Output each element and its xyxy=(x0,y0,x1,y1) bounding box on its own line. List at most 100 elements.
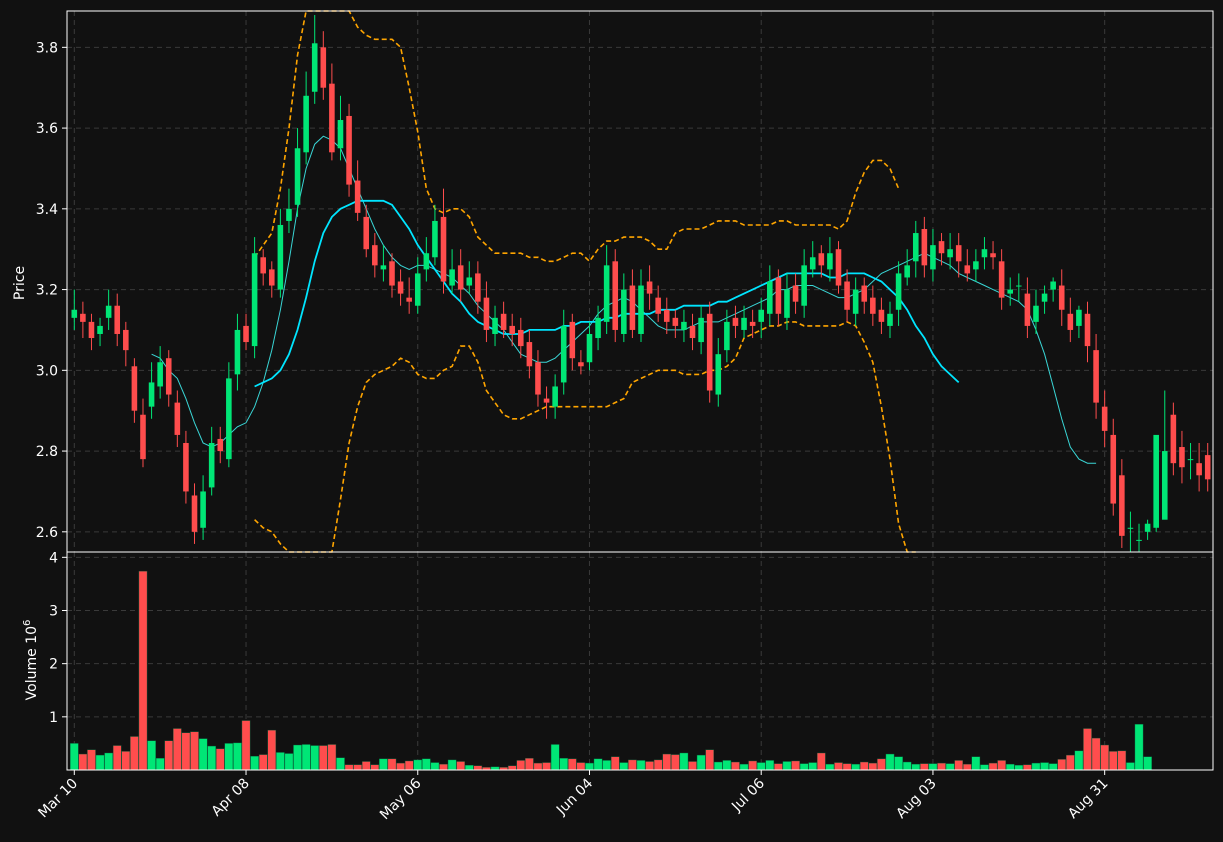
price-axis-title: Price xyxy=(12,266,28,300)
volume-bar xyxy=(645,761,654,771)
candle-body xyxy=(1136,539,1142,541)
candle-body xyxy=(1110,434,1117,504)
candle-body xyxy=(809,257,816,270)
price-tick-label: 3.6 xyxy=(36,121,58,137)
candle-body xyxy=(861,285,868,302)
volume-bar xyxy=(533,762,543,771)
candle-body xyxy=(414,273,421,306)
candle-body xyxy=(97,325,103,334)
candle-body xyxy=(517,329,524,347)
candle-body xyxy=(663,309,670,322)
candle-body xyxy=(440,216,447,282)
volume-bar xyxy=(138,570,148,771)
candle-body xyxy=(689,325,696,339)
volume-bar xyxy=(507,765,517,771)
volume-tick-label: 1 xyxy=(49,710,58,726)
volume-bar xyxy=(713,761,723,771)
volume-bar xyxy=(877,758,886,771)
candle-body xyxy=(732,317,739,326)
candles xyxy=(71,15,1211,552)
volume-bar xyxy=(902,761,912,771)
candle-body xyxy=(466,277,473,286)
candle-body xyxy=(1076,309,1082,326)
candle-body xyxy=(1093,350,1099,403)
volume-bar xyxy=(585,762,594,771)
volume-bar xyxy=(447,759,457,771)
volume-axis-title: Volume 106 xyxy=(22,620,40,701)
candle-body xyxy=(827,253,833,270)
volume-bar xyxy=(190,731,199,771)
volume-bar xyxy=(250,755,259,771)
volume-bar xyxy=(1014,765,1024,771)
volume-bar xyxy=(859,761,869,771)
volume-bar xyxy=(610,756,620,771)
candle-body xyxy=(1084,313,1091,347)
candle-body xyxy=(921,229,928,266)
volume-bar xyxy=(276,752,285,771)
candle-body xyxy=(569,321,576,359)
volume-bar xyxy=(1023,764,1032,771)
candle-body xyxy=(509,325,515,334)
volume-bar xyxy=(1134,724,1144,771)
volume-bar xyxy=(301,744,311,771)
price-tick-label: 3.2 xyxy=(36,283,58,299)
candle-body xyxy=(183,442,189,492)
volume-bar xyxy=(464,765,474,771)
candle-body xyxy=(303,95,309,153)
candle-body xyxy=(835,249,842,286)
volume-axis-exponent-base: 10 xyxy=(24,626,40,644)
candle-body xyxy=(432,220,438,258)
volume-bar xyxy=(945,763,955,771)
volume-axis-label: Volume xyxy=(24,648,40,700)
candle-body xyxy=(870,297,876,314)
volume-bar xyxy=(241,720,251,771)
volume-bar xyxy=(1031,762,1041,771)
volume-bar xyxy=(1143,756,1152,771)
candle-body xyxy=(114,305,121,334)
volume-bar xyxy=(731,761,740,771)
candle-body xyxy=(964,265,971,274)
volume-bar xyxy=(104,752,113,771)
candle-body xyxy=(320,47,327,88)
volume-axis-exponent-power: 6 xyxy=(22,620,33,626)
volume-bar xyxy=(155,758,165,771)
volume-bar xyxy=(387,758,397,771)
candle-body xyxy=(1050,281,1056,290)
volume-bar xyxy=(1074,750,1084,771)
volume-bar xyxy=(164,740,174,771)
candle-body xyxy=(990,253,996,258)
candle-body xyxy=(1041,293,1048,302)
candle-body xyxy=(346,115,352,185)
candle-body xyxy=(1204,455,1211,480)
volume-bar xyxy=(817,752,826,771)
volume-bar xyxy=(774,763,783,771)
candle-body xyxy=(578,362,584,367)
volume-bar xyxy=(602,760,611,771)
candle-body xyxy=(930,245,936,270)
candle-body xyxy=(878,309,885,322)
candle-body xyxy=(71,309,78,318)
candle-body xyxy=(88,321,95,339)
volume-bar xyxy=(920,763,929,771)
candle-body xyxy=(1179,447,1185,468)
candle-body xyxy=(1161,451,1168,520)
volume-panel-frame xyxy=(66,551,1214,771)
candle-body xyxy=(981,249,988,258)
volume-bar xyxy=(233,742,242,771)
candle-body xyxy=(457,265,464,290)
volume-bar xyxy=(258,754,268,771)
volume-bar xyxy=(997,760,1006,771)
volume-bar xyxy=(525,758,534,771)
volume-bar xyxy=(327,744,337,771)
volume-bar xyxy=(628,759,637,771)
candle-body xyxy=(268,269,275,286)
price-tick-label: 3.8 xyxy=(36,40,58,56)
candle-body xyxy=(947,249,953,258)
volume-bar xyxy=(911,763,921,771)
volume-bar xyxy=(430,762,440,771)
volume-bar xyxy=(937,762,946,771)
volume-bar xyxy=(267,729,277,771)
volume-bar xyxy=(791,760,800,771)
volume-bar xyxy=(851,763,860,771)
